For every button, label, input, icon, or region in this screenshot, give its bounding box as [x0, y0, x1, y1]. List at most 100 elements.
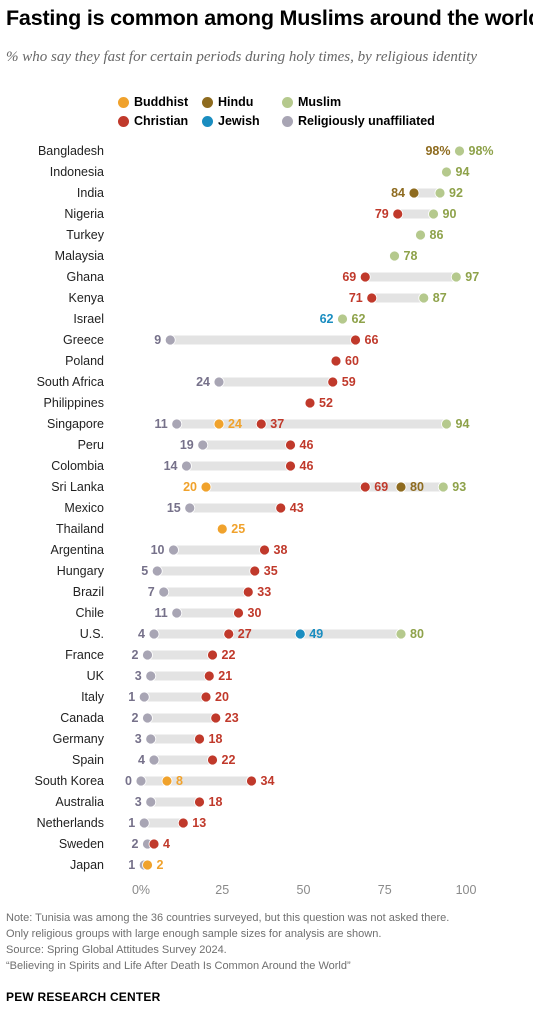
dot-muslim-israel [337, 313, 348, 325]
value-label-christian-greece: 66 [365, 333, 379, 347]
dot-religiously-unaffiliated-germany [145, 733, 157, 745]
country-label-mexico: Mexico [64, 501, 104, 515]
value-label-jewish-israel: 62 [320, 312, 334, 326]
value-label-religiously-unaffiliated-italy: 1 [128, 690, 135, 704]
value-label-religiously-unaffiliated-netherlands: 1 [128, 816, 135, 830]
legend-item-buddhist: Buddhist [118, 94, 188, 110]
value-label-christian-canada: 23 [225, 711, 239, 725]
country-label-hungary: Hungary [57, 564, 105, 578]
value-label-christian-philippines: 52 [319, 396, 333, 410]
chart-title: Fasting is common among Muslims around t… [6, 6, 533, 30]
dot-christian-brazil [242, 586, 254, 598]
value-label-christian-colombia: 46 [300, 459, 314, 473]
legend-label-jewish: Jewish [218, 114, 260, 128]
country-label-france: France [65, 648, 104, 662]
dot-religiously-unaffiliated-mexico [184, 502, 196, 514]
dot-christian-u-s [223, 628, 235, 640]
value-label-muslim-india: 92 [449, 186, 463, 200]
country-label-bangladesh: Bangladesh [38, 144, 104, 158]
dot-religiously-unaffiliated-canada [142, 712, 153, 724]
dot-religiously-unaffiliated-brazil [158, 586, 170, 598]
dot-jewish-u-s [294, 628, 306, 640]
note-line: Note: Tunisia was among the 36 countries… [6, 912, 450, 924]
country-label-greece: Greece [63, 333, 104, 347]
value-label-christian-argentina: 38 [274, 543, 288, 557]
country-label-brazil: Brazil [73, 585, 104, 599]
value-label-christian-australia: 18 [209, 795, 223, 809]
value-label-religiously-unaffiliated-australia: 3 [135, 795, 142, 809]
country-label-israel: Israel [73, 312, 104, 326]
dot-religiously-unaffiliated-australia [145, 796, 157, 808]
country-label-singapore: Singapore [47, 417, 104, 431]
dot-christian-germany [194, 733, 205, 745]
value-label-christian-chile: 30 [248, 606, 262, 620]
dot-christian-france [207, 649, 218, 661]
dot-muslim-nigeria [428, 208, 439, 220]
dot-christian-italy [200, 691, 212, 703]
value-label-christian-peru: 46 [300, 438, 314, 452]
dot-hindu-india [408, 187, 420, 199]
dot-christian-hungary [249, 565, 261, 577]
value-label-religiously-unaffiliated-u-s: 4 [138, 627, 145, 641]
country-label-colombia: Colombia [51, 459, 104, 473]
country-label-turkey: Turkey [66, 228, 104, 242]
value-label-muslim-ghana: 97 [465, 270, 479, 284]
pew-logo-text: PEW RESEARCH CENTER [6, 990, 161, 1004]
value-label-religiously-unaffiliated-canada: 2 [132, 711, 139, 725]
value-label-muslim-israel: 62 [352, 312, 366, 326]
dot-religiously-unaffiliated-uk [145, 670, 157, 682]
value-label-christian-hungary: 35 [264, 564, 278, 578]
legend-label-buddhist: Buddhist [134, 95, 189, 109]
country-label-australia: Australia [55, 795, 104, 809]
value-label-religiously-unaffiliated-brazil: 7 [148, 585, 155, 599]
dot-muslim-turkey [415, 229, 426, 241]
dot-christian-peru [285, 439, 296, 451]
legend-dot-buddhist [118, 96, 129, 108]
dot-religiously-unaffiliated-argentina [168, 544, 179, 556]
value-label-jewish-u-s: 49 [309, 627, 323, 641]
value-label-muslim-indonesia: 94 [456, 165, 470, 179]
legend-label-unaffiliated: Religiously unaffiliated [298, 114, 435, 128]
country-label-malaysia: Malaysia [55, 249, 104, 263]
dot-christian-canada [210, 712, 222, 724]
value-label-religiously-unaffiliated-south-africa: 24 [196, 375, 210, 389]
value-label-religiously-unaffiliated-singapore: 11 [155, 417, 168, 431]
country-label-south-africa: South Africa [37, 375, 104, 389]
value-label-religiously-unaffiliated-hungary: 5 [141, 564, 148, 578]
value-label-muslim-malaysia: 78 [404, 249, 418, 263]
dot-muslim-india [434, 187, 446, 199]
dot-christian-singapore [255, 418, 267, 430]
value-label-christian-u-s: 27 [238, 627, 252, 641]
value-label-religiously-unaffiliated-colombia: 14 [164, 459, 178, 473]
dot-christian-argentina [259, 544, 270, 556]
value-label-hindu-bangladesh: 98% [425, 144, 450, 158]
country-label-peru: Peru [78, 438, 104, 452]
value-label-christian-mexico: 43 [290, 501, 304, 515]
value-label-christian-germany: 18 [209, 732, 223, 746]
legend-item-jewish: Jewish [202, 113, 260, 129]
dot-muslim-u-s [395, 628, 407, 640]
value-label-christian-spain: 22 [222, 753, 236, 767]
value-label-religiously-unaffiliated-japan: 1 [128, 858, 135, 872]
value-label-christian-kenya: 71 [349, 291, 363, 305]
country-label-argentina: Argentina [50, 543, 104, 557]
country-label-uk: UK [87, 669, 105, 683]
dot-muslim-indonesia [441, 166, 452, 178]
country-label-sri-lanka: Sri Lanka [51, 480, 104, 494]
dot-muslim-bangladesh [454, 145, 465, 157]
value-label-christian-south-africa: 59 [342, 375, 356, 389]
value-label-christian-south-korea: 34 [261, 774, 275, 788]
dot-christian-chile [233, 607, 244, 619]
country-label-sweden: Sweden [59, 837, 104, 851]
dot-christian-australia [194, 796, 205, 808]
legend-dot-hindu [202, 96, 213, 108]
dot-christian-sri-lanka [359, 481, 371, 493]
country-label-indonesia: Indonesia [50, 165, 104, 179]
dot-religiously-unaffiliated-colombia [181, 460, 192, 472]
x-tick-label: 25 [215, 883, 229, 897]
dot-religiously-unaffiliated-south-africa [213, 376, 225, 388]
legend-label-christian: Christian [134, 114, 189, 128]
country-label-germany: Germany [53, 732, 105, 746]
value-label-christian-netherlands: 13 [192, 816, 206, 830]
